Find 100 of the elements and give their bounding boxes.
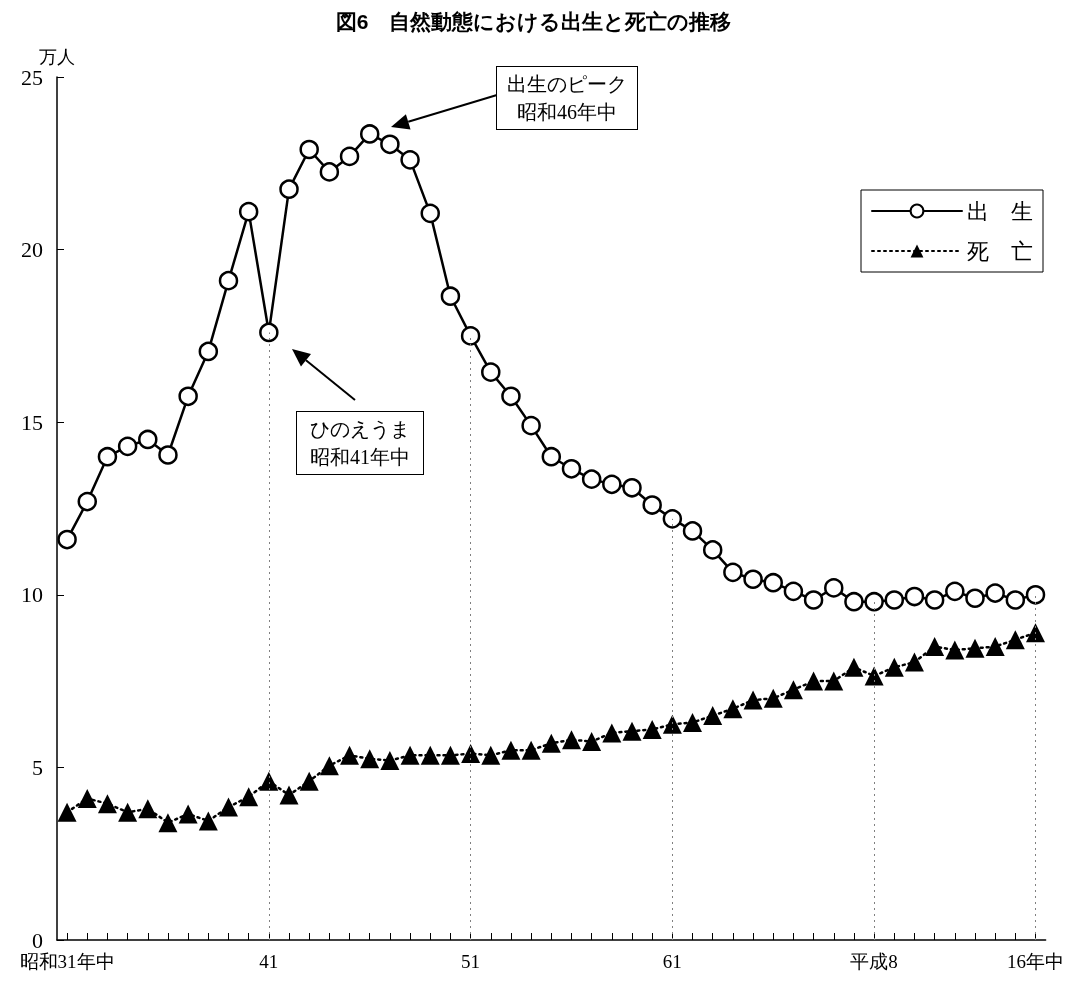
point — [218, 270, 239, 291]
point — [380, 751, 400, 770]
point — [400, 745, 420, 765]
point — [924, 590, 945, 610]
legend-label: 出 生 — [967, 198, 1033, 224]
point — [985, 637, 1005, 657]
point — [77, 491, 98, 512]
annotation: 出生のピーク昭和46年中 — [496, 66, 638, 130]
point — [501, 386, 521, 407]
point — [763, 572, 783, 593]
point — [380, 134, 400, 155]
point — [884, 657, 904, 677]
point — [844, 591, 864, 612]
point — [622, 478, 642, 498]
y-tick-label: 5 — [32, 754, 43, 780]
point — [1005, 630, 1025, 650]
point — [702, 540, 723, 560]
point — [138, 799, 158, 819]
point — [279, 785, 299, 805]
point — [400, 150, 420, 170]
point — [118, 802, 138, 822]
point — [461, 744, 481, 764]
point — [339, 146, 360, 167]
point — [77, 788, 97, 808]
point — [198, 341, 219, 362]
point — [804, 671, 824, 691]
point — [57, 529, 77, 550]
point — [1026, 623, 1046, 643]
point — [925, 637, 945, 657]
point — [481, 745, 501, 765]
point — [602, 474, 622, 495]
point — [501, 740, 521, 760]
point — [662, 509, 683, 529]
point — [420, 203, 440, 224]
x-tick-label: 昭和31年中 — [19, 951, 115, 972]
point — [521, 415, 541, 436]
x-tick-label: 平成8 — [850, 951, 898, 972]
point — [440, 286, 461, 306]
point — [359, 124, 380, 144]
point — [703, 706, 723, 726]
point — [864, 666, 884, 686]
point — [844, 657, 864, 677]
point — [158, 813, 178, 833]
point — [682, 521, 703, 541]
point — [743, 690, 763, 710]
point — [319, 756, 339, 776]
y-tick-label: 20 — [21, 237, 43, 263]
point — [904, 652, 924, 672]
y-tick-label: 0 — [32, 927, 43, 953]
point — [864, 591, 884, 612]
point — [440, 745, 460, 765]
point — [117, 436, 138, 457]
point — [259, 771, 279, 791]
point — [460, 326, 481, 346]
point — [541, 733, 561, 753]
point — [743, 569, 763, 590]
point — [57, 802, 77, 822]
point — [481, 362, 501, 382]
point — [642, 719, 662, 739]
point — [965, 638, 985, 658]
point — [521, 740, 541, 760]
point — [561, 730, 581, 750]
point — [238, 201, 259, 222]
point — [138, 429, 158, 450]
point — [299, 139, 319, 160]
point — [783, 581, 804, 602]
point — [299, 771, 319, 791]
point — [683, 713, 703, 733]
point — [239, 787, 259, 807]
point — [965, 588, 985, 608]
point — [581, 469, 602, 489]
point — [198, 811, 218, 831]
point — [662, 714, 682, 734]
point — [582, 732, 602, 752]
point — [985, 583, 1005, 603]
point — [259, 322, 279, 343]
point — [319, 162, 340, 182]
point — [97, 794, 117, 814]
point — [622, 721, 642, 741]
point — [945, 581, 965, 602]
point — [218, 797, 238, 817]
point — [642, 495, 662, 515]
x-tick-label: 61 — [662, 951, 682, 972]
x-tick-label: 16年中 — [1007, 951, 1065, 972]
point — [1005, 590, 1026, 610]
point — [158, 445, 178, 465]
point — [945, 640, 965, 660]
point — [783, 680, 803, 700]
x-tick-label: 51 — [461, 951, 481, 972]
point — [178, 804, 198, 824]
point — [824, 578, 844, 598]
point — [178, 386, 198, 407]
legend-label: 死 亡 — [967, 238, 1033, 264]
point — [340, 745, 360, 765]
point — [97, 446, 118, 467]
y-tick-label: 10 — [21, 582, 43, 608]
point — [541, 446, 562, 467]
point — [1025, 585, 1046, 605]
point — [279, 179, 299, 199]
y-tick-label: 15 — [21, 409, 43, 435]
